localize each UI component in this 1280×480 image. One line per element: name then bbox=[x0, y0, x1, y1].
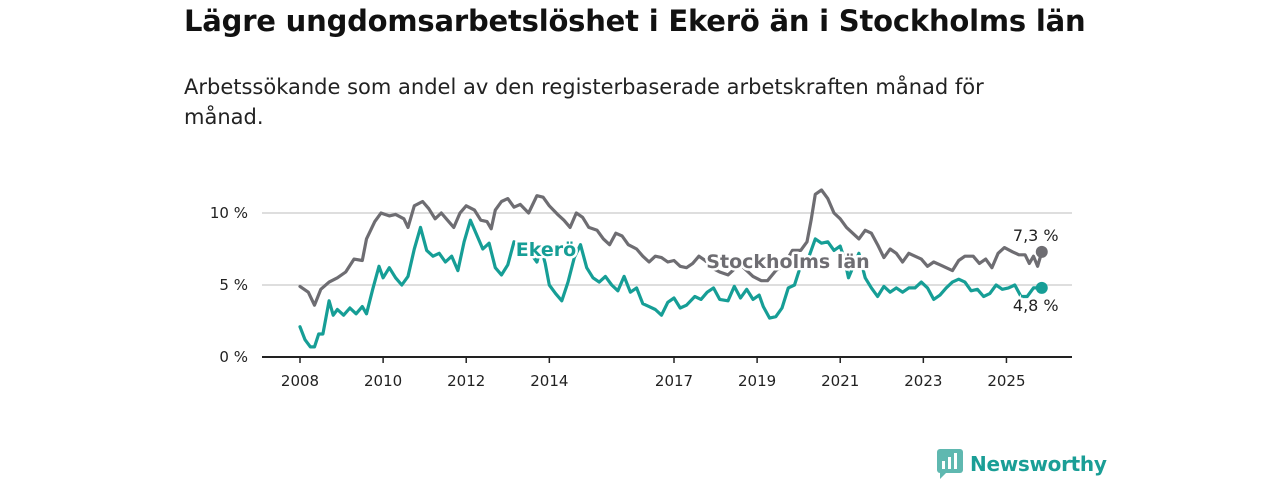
y-tick-label: 10 % bbox=[210, 204, 248, 222]
x-axis: 2008 2010 2012 2014 2017 2019 2021 2023 2025 bbox=[262, 356, 1072, 390]
line-chart: 2008 2010 2012 2014 2017 2019 2021 2023 2025 0 %… bbox=[210, 188, 1072, 390]
y-axis: 0 % 5 % 10 % bbox=[210, 204, 248, 366]
series-labels: Stockholms län Ekerö 7,3 % 4,8 % bbox=[513, 224, 1060, 317]
series-endpoint-stockholm bbox=[1035, 245, 1048, 258]
chart-subtitle: Arbetssökande som andel av den registerb… bbox=[184, 75, 984, 129]
end-label-ekero: 4,8 % bbox=[1013, 296, 1059, 315]
series bbox=[298, 188, 1048, 349]
brand-logo[interactable]: Newsworthy bbox=[937, 449, 1107, 479]
newsworthy-logo-icon bbox=[937, 449, 963, 479]
x-tick-label: 2014 bbox=[530, 372, 568, 390]
x-tick-label: 2017 bbox=[655, 372, 693, 390]
series-label-ekero: Ekerö bbox=[516, 239, 576, 261]
y-tick-label: 0 % bbox=[219, 348, 248, 366]
x-tick-label: 2012 bbox=[447, 372, 485, 390]
series-line-stockholm bbox=[298, 188, 1044, 307]
end-label-stockholm: 7,3 % bbox=[1013, 226, 1059, 245]
x-tick-label: 2025 bbox=[987, 372, 1025, 390]
brand-name: Newsworthy bbox=[970, 452, 1107, 476]
series-endpoint-ekero bbox=[1035, 281, 1048, 294]
x-tick-label: 2008 bbox=[281, 372, 319, 390]
y-tick-label: 5 % bbox=[219, 276, 248, 294]
series-line-ekero bbox=[298, 218, 1044, 349]
x-tick-label: 2023 bbox=[904, 372, 942, 390]
gridlines bbox=[262, 212, 1072, 286]
x-tick-label: 2019 bbox=[738, 372, 776, 390]
series-label-stockholm: Stockholms län bbox=[706, 251, 869, 273]
x-tick-label: 2010 bbox=[364, 372, 402, 390]
x-tick-label: 2021 bbox=[821, 372, 859, 390]
chart-title: Lägre ungdomsarbetslöshet i Ekerö än i S… bbox=[184, 4, 1086, 38]
